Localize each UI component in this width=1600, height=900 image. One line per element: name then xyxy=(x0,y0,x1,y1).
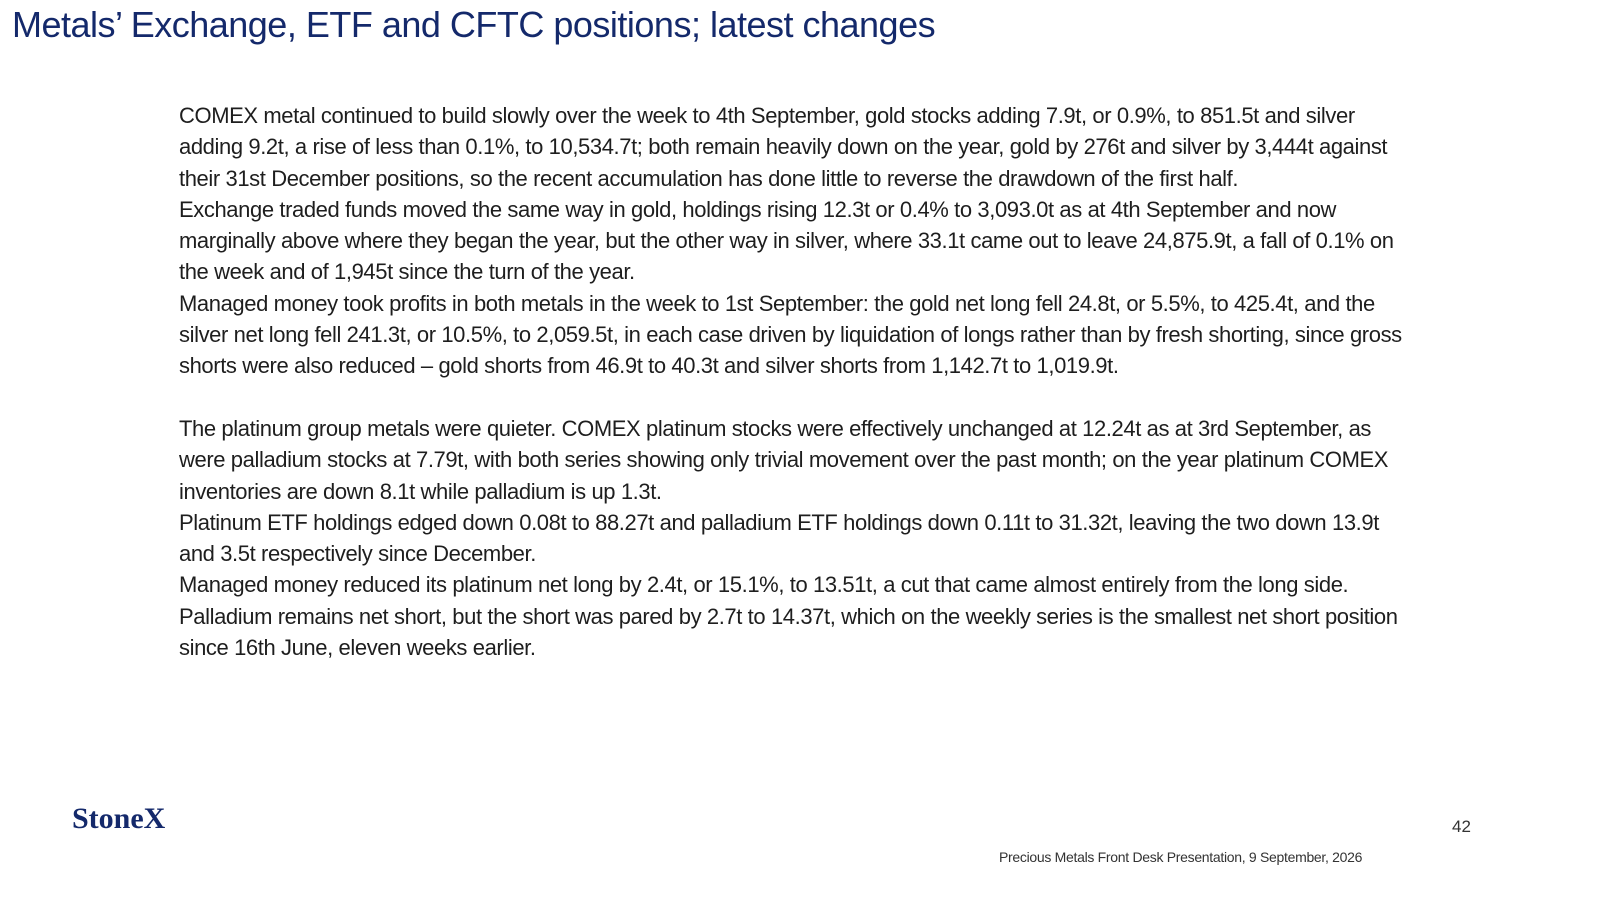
footer-note: Precious Metals Front Desk Presentation,… xyxy=(999,849,1363,865)
paragraph: Platinum ETF holdings edged down 0.08t t… xyxy=(179,509,1379,567)
paragraph: Managed money reduced its platinum net l… xyxy=(179,572,1398,661)
section: COMEX metal continued to build slowly ov… xyxy=(179,100,1409,382)
paragraph: Managed money took profits in both metal… xyxy=(179,290,1402,379)
paragraph: Exchange traded funds moved the same way… xyxy=(179,196,1394,285)
paragraph: The platinum group metals were quieter. … xyxy=(179,415,1389,504)
paragraph: COMEX metal continued to build slowly ov… xyxy=(179,103,1388,191)
title: Metals’ Exchange, ETF and CFTC positions… xyxy=(12,4,936,45)
logo: StoneX xyxy=(72,802,166,835)
body-text: COMEX metal continued to build slowly ov… xyxy=(179,100,1409,663)
page-number: 42 xyxy=(1452,817,1471,836)
section: The platinum group metals were quieter. … xyxy=(179,413,1409,663)
